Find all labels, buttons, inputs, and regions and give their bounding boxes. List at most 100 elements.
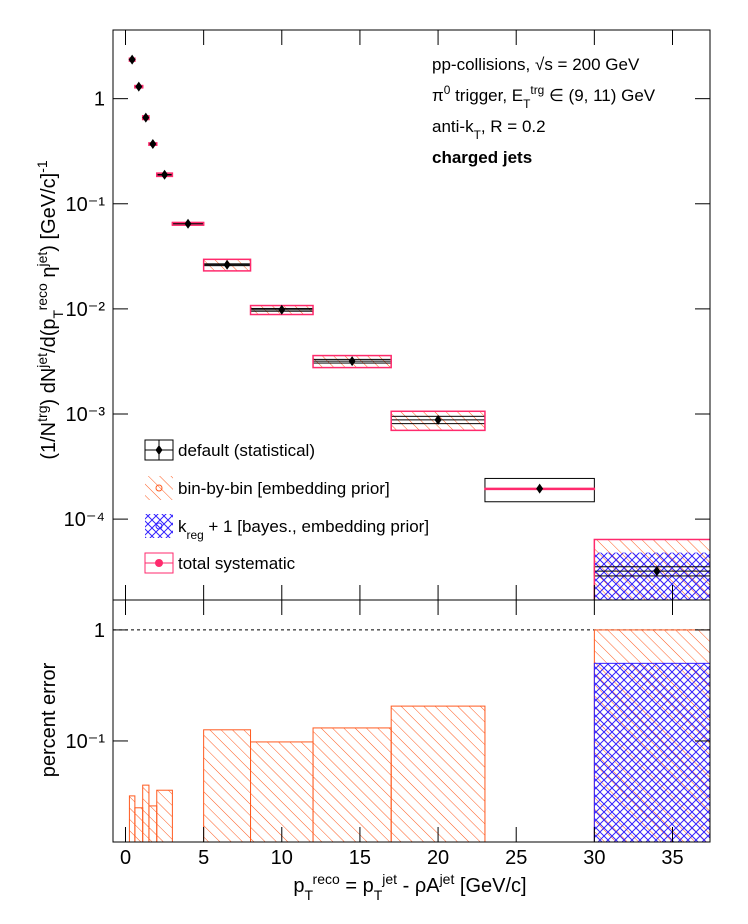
y-axis-title: (1/Ntrg) dNjet/d(pTreco ηjet) [GeV/c]-1 [34,160,66,460]
text-segment: reg [187,528,204,542]
data-point [223,259,231,270]
bottom-frame [112,599,711,843]
text-segment: = p [340,875,374,897]
annotation: pp-collisions, √s = 200 GeV [432,55,640,74]
text-segment: p [293,875,304,897]
y-tick-label: 10⁻³ [66,404,106,426]
data-point [128,54,136,65]
legend-label: kreg + 1 [bayes., embedding prior] [178,517,429,542]
x-tick-label: 5 [198,847,209,869]
text-segment: jet [381,871,397,887]
x-tick-label: 35 [661,847,683,869]
text-segment: pp-collisions, √s = 200 GeV [432,55,640,74]
top-plot [128,54,710,600]
legend-swatch [145,514,173,538]
text-segment: [GeV/c] [454,875,526,897]
text-segment: T [374,887,383,903]
syst-bbb-bar [250,741,314,842]
text-segment: anti-k [432,117,474,136]
y-tick-label: 10⁻⁴ [64,509,105,531]
text-segment: bin-by-bin [embedding prior] [178,479,390,498]
text-segment: reco [313,871,340,887]
x-tick-label: 30 [583,847,605,869]
syst-bbb-bar [142,784,150,842]
annotation: charged jets [432,148,532,167]
syst-bbb-bar [128,795,136,842]
x-tick-label: 10 [271,847,293,869]
legend-swatch [145,476,173,500]
text-segment: (1/N [38,422,60,460]
annotation: π0 trigger, ETtrg ∈ (9, 11) GeV [432,83,656,111]
syst-bbb-bar [390,705,486,842]
data-point [536,483,544,494]
y2-axis-title: percent error [38,662,60,777]
text-segment: -1 [34,160,50,173]
syst-bbb-bar [148,805,158,842]
data-point [653,566,661,577]
y-tick-label: 10⁻² [66,299,106,321]
text-segment: η [38,266,60,283]
syst-total-box [593,538,710,600]
text-segment: jet [439,871,455,887]
x-tick-label: 15 [349,847,371,869]
legend-swatch [155,559,163,567]
y-tick-label: 10⁻¹ [66,194,106,216]
text-segment: k [178,517,187,536]
text-segment: π [432,86,444,105]
text-segment: ) [GeV/c] [38,173,60,252]
y-tick-label: 1 [94,620,105,642]
text-segment: trg [34,406,50,422]
legend-swatch [155,522,163,530]
bottom-plot [113,629,710,842]
text-segment: ∈ (9, 11) GeV [544,86,656,105]
text-segment: charged jets [432,148,532,167]
text-segment: default (statistical) [178,441,315,460]
data-point [135,81,143,92]
data-point [149,139,157,150]
text-segment: percent error [38,662,60,777]
text-segment: jet [34,252,50,268]
text-segment: trigger, E [450,86,523,105]
syst-bbb-bar [203,729,252,842]
x-axis-title: pTreco = pTjet - ρAjet [GeV/c] [293,871,526,903]
y-tick-label: 10⁻¹ [66,731,106,753]
text-segment: T [50,309,66,318]
syst-total-box [312,354,392,369]
legend-swatch [155,445,163,455]
text-segment: /d(p [38,318,60,352]
data-point [184,218,192,229]
syst-bbb-bar [312,727,392,842]
text-segment: - ρA [397,875,440,897]
text-segment: ) dN [38,368,60,406]
syst-bbb-bar [156,789,173,842]
data-point [278,304,286,315]
syst-total-box [202,258,252,272]
syst-total-box [390,410,486,432]
legend-label: total systematic [178,554,296,573]
data-point [348,356,356,367]
text-segment: jet [34,353,50,369]
text-segment: , R = 0.2 [481,117,546,136]
data-point [434,414,442,425]
text-segment: T [474,128,481,142]
text-segment: + 1 [bayes., embedding prior] [204,517,429,536]
legend-label: bin-by-bin [embedding prior] [178,479,390,498]
legend-label: default (statistical) [178,441,315,460]
text-segment: trg [530,83,544,97]
syst-bbb-bar [134,807,144,842]
data-point [161,169,169,180]
x-tick-label: 20 [427,847,449,869]
text-segment: total systematic [178,554,296,573]
syst-bayes-bar [593,662,710,842]
y-tick-label: 1 [94,89,105,111]
syst-bayes-box [594,552,710,600]
data-point [142,112,150,123]
annotation: anti-kT, R = 0.2 [432,117,546,142]
text-segment: 0 [444,83,451,97]
text-segment: T [305,887,314,903]
x-tick-label: 25 [505,847,527,869]
axes: 0 5 10 15 20 25 30 35110⁻¹10⁻²10⁻³10⁻⁴110⁻¹pTre… [34,29,711,903]
text-segment: T [523,97,530,111]
legend-swatch [155,484,163,492]
